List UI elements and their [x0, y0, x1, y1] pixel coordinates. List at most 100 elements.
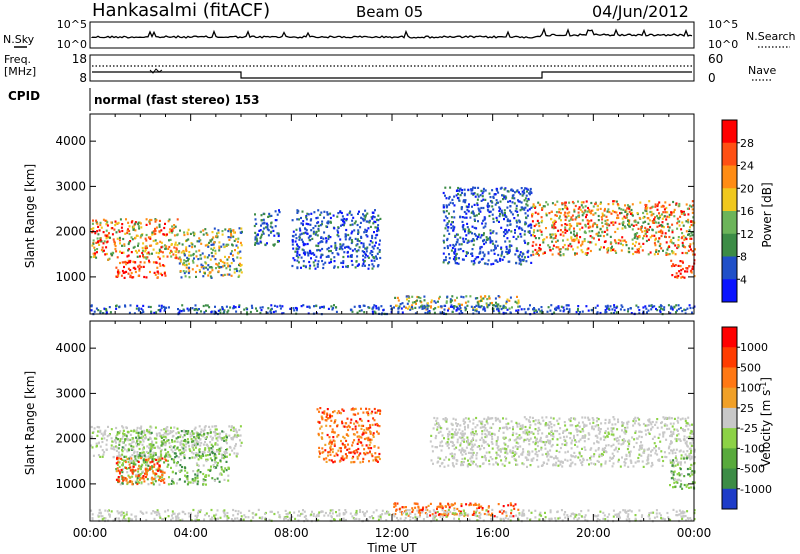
heatmap-cell-band-0	[91, 231, 94, 234]
heatmap-cell-band-2	[218, 245, 221, 248]
heatmap-cell-band-9	[499, 305, 502, 308]
heatmap-cell-band-0	[176, 218, 179, 221]
heatmap-cell-band-1	[125, 270, 128, 273]
heatmap-cell-band-5	[518, 259, 521, 262]
freq-tick-right-bottom: 0	[708, 71, 716, 85]
heatmap-cell-band-0	[223, 451, 226, 454]
heatmap-cell-band-2	[190, 254, 192, 257]
heatmap-cell-band-5	[452, 258, 455, 261]
heatmap-cell-band-2	[225, 244, 228, 247]
heatmap-cell-band-5	[494, 247, 497, 250]
heatmap-cell-band-1	[154, 273, 157, 276]
heatmap-cell-band-3	[367, 436, 370, 439]
heatmap-cell-band-4	[489, 426, 492, 429]
heatmap-cell-band-2	[183, 264, 186, 267]
heatmap-cell-band-5	[501, 250, 504, 253]
heatmap-cell-band-4	[439, 441, 442, 444]
heatmap-cell-band-6	[532, 231, 535, 234]
heatmap-cell-band-6	[657, 203, 659, 206]
heatmap-cell-band-2	[203, 256, 206, 259]
heatmap-cell-band-6	[692, 204, 695, 207]
heatmap-cell-band-0	[146, 252, 149, 255]
heatmap-cell-band-4	[506, 428, 509, 431]
heatmap-cell-band-6	[554, 233, 557, 236]
heatmap-cell-band-4	[536, 453, 539, 457]
heatmap-cell-band-4	[357, 229, 360, 232]
heatmap-cell-band-4	[298, 218, 300, 221]
heatmap-cell-band-6	[654, 205, 657, 208]
heatmap-cell-band-5	[448, 253, 450, 256]
heatmap-cell-band-9	[332, 306, 335, 310]
heatmap-cell-band-9	[193, 308, 196, 312]
heatmap-cell-band-8	[486, 298, 489, 301]
heatmap-cell-band-6	[631, 211, 634, 215]
heatmap-cell-band-9	[482, 306, 485, 309]
heatmap-cell-band-6	[623, 239, 626, 242]
heatmap-cell-band-6	[538, 237, 541, 240]
heatmap-cell-band-4	[573, 451, 576, 454]
heatmap-cell-band-5	[482, 190, 485, 193]
heatmap-cell-band-6	[551, 202, 554, 205]
heatmap-cell-band-4	[369, 225, 372, 228]
heatmap-cell-band-4	[355, 260, 358, 263]
heatmap-cell-band-1	[194, 437, 197, 440]
heatmap-cell-band-0	[102, 242, 105, 245]
heatmap-cell-band-5	[484, 189, 487, 192]
heatmap-cell-band-5	[528, 192, 531, 195]
heatmap-cell-band-0	[150, 218, 153, 222]
heatmap-cell-band-6	[573, 239, 576, 243]
heatmap-cell-band-5	[484, 198, 487, 201]
heatmap-cell-band-2	[115, 462, 118, 465]
heatmap-cell-band-1	[167, 439, 170, 442]
heatmap-cell-band-4	[503, 442, 506, 445]
heatmap-cell-band-9	[374, 311, 377, 314]
heatmap-cell-band-9	[195, 311, 198, 314]
heatmap-cell-band-6	[579, 236, 582, 239]
heatmap-cell-band-0	[211, 425, 214, 428]
heatmap-cell-band-9	[613, 306, 616, 309]
heatmap-cell-band-6	[590, 209, 593, 212]
heatmap-cell-band-6	[628, 207, 631, 210]
heatmap-cell-band-1	[197, 464, 200, 467]
heatmap-cell-band-3	[376, 460, 379, 463]
heatmap-cell-band-5	[530, 226, 533, 229]
heatmap-cell-band-0	[99, 221, 102, 224]
heatmap-cell-band-9	[363, 311, 366, 314]
heatmap-cell-band-4	[350, 232, 353, 235]
heatmap-cell-band-1	[186, 479, 189, 482]
heatmap-cell-band-8	[462, 296, 465, 299]
heatmap-cell-band-5	[492, 196, 495, 199]
heatmap-cell-band-4	[305, 222, 308, 225]
heatmap-cell-band-8	[472, 306, 474, 310]
heatmap-cell-band-3	[321, 447, 324, 450]
heatmap-cell-band-8	[476, 297, 479, 300]
heatmap-cell-band-9	[223, 311, 226, 314]
heatmap-cell-band-4	[690, 436, 693, 439]
heatmap-cell-band-9	[607, 307, 610, 310]
heatmap-cell-band-1	[127, 267, 130, 270]
heatmap-cell-band-9	[577, 305, 580, 308]
heatmap-cell-band-3	[329, 453, 332, 456]
heatmap-cell-band-4	[307, 223, 310, 226]
heatmap-cell-band-8	[405, 295, 408, 298]
heatmap-cell-band-4	[592, 418, 595, 421]
heatmap-cell-band-5	[489, 196, 492, 199]
heatmap-cell-band-4	[371, 241, 374, 244]
heatmap-cell-band-2	[223, 273, 226, 276]
heatmap-cell-band-5	[487, 209, 490, 212]
heatmap-cell-band-5	[452, 210, 455, 213]
heatmap-cell-band-7	[679, 260, 682, 263]
heatmap-cell-band-0	[139, 236, 142, 239]
heatmap-cell-band-5	[444, 227, 447, 230]
heatmap-cell-band-1	[164, 444, 167, 447]
heatmap-cell-band-9	[675, 304, 678, 307]
heatmap-cell-band-5	[448, 197, 450, 200]
heatmap-cell-band-6	[533, 224, 536, 228]
heatmap-cell-band-6	[583, 238, 586, 241]
heatmap-cell-band-4	[516, 425, 519, 428]
heatmap-cell-band-3	[356, 421, 359, 424]
heatmap-cell-band-1	[174, 472, 177, 475]
heatmap-cell-band-4	[460, 449, 463, 452]
heatmap-cell-band-2	[227, 243, 230, 246]
heatmap-cell-band-6	[550, 236, 553, 239]
